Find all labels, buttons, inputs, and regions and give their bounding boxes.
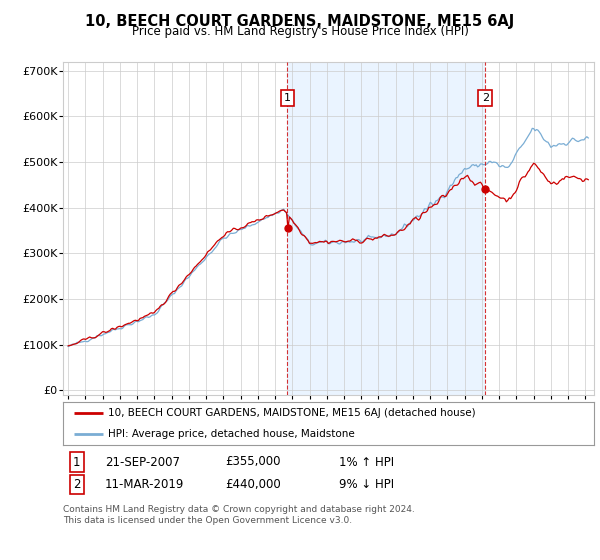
Text: £355,000: £355,000 xyxy=(225,455,281,469)
Text: 9% ↓ HPI: 9% ↓ HPI xyxy=(339,478,394,491)
Text: Contains HM Land Registry data © Crown copyright and database right 2024.
This d: Contains HM Land Registry data © Crown c… xyxy=(63,505,415,525)
Text: 1% ↑ HPI: 1% ↑ HPI xyxy=(339,455,394,469)
Text: 2: 2 xyxy=(482,93,489,103)
Text: 1: 1 xyxy=(73,455,80,469)
Text: 10, BEECH COURT GARDENS, MAIDSTONE, ME15 6AJ (detached house): 10, BEECH COURT GARDENS, MAIDSTONE, ME15… xyxy=(108,408,476,418)
Text: 11-MAR-2019: 11-MAR-2019 xyxy=(105,478,184,491)
Text: 2: 2 xyxy=(73,478,80,491)
Text: 21-SEP-2007: 21-SEP-2007 xyxy=(105,455,180,469)
Text: Price paid vs. HM Land Registry's House Price Index (HPI): Price paid vs. HM Land Registry's House … xyxy=(131,25,469,38)
Text: 10, BEECH COURT GARDENS, MAIDSTONE, ME15 6AJ: 10, BEECH COURT GARDENS, MAIDSTONE, ME15… xyxy=(85,14,515,29)
Bar xyxy=(287,62,485,395)
Text: HPI: Average price, detached house, Maidstone: HPI: Average price, detached house, Maid… xyxy=(108,430,355,439)
Text: £440,000: £440,000 xyxy=(225,478,281,491)
Text: 1: 1 xyxy=(284,93,291,103)
